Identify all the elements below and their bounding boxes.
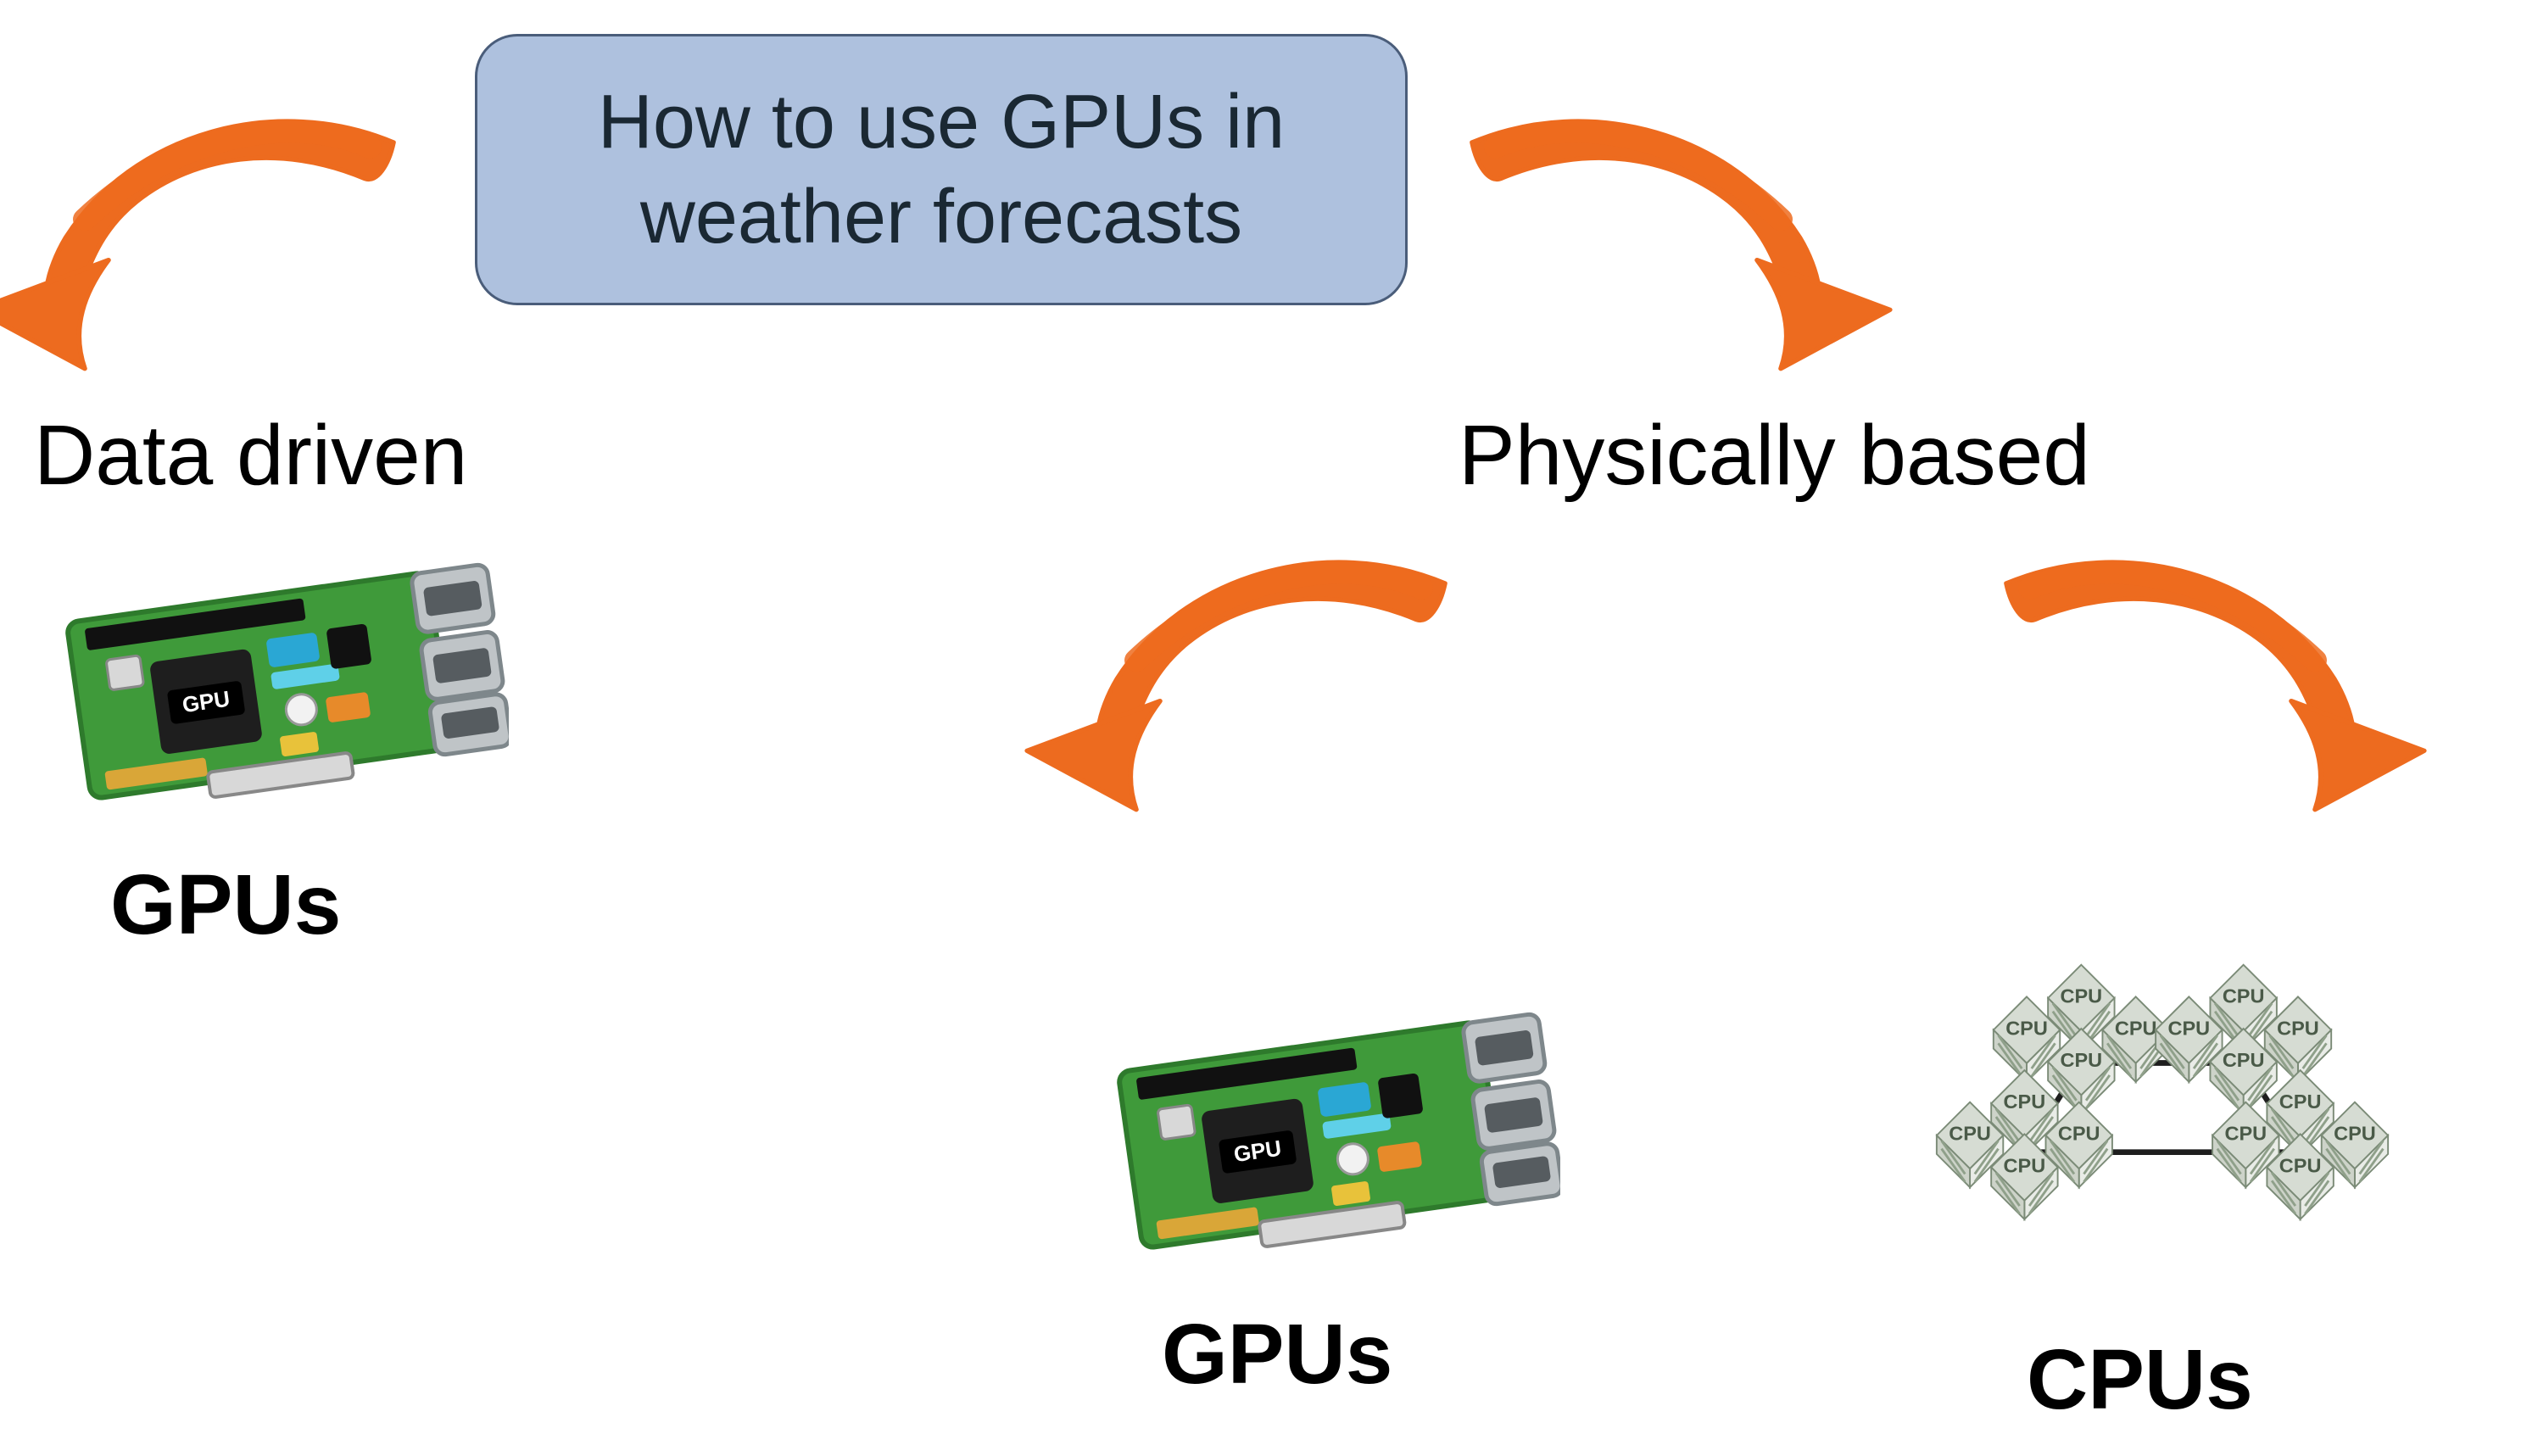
svg-text:CPU: CPU [2223, 1049, 2265, 1071]
svg-text:CPU: CPU [2334, 1123, 2376, 1145]
svg-text:CPU: CPU [2168, 1017, 2211, 1039]
svg-text:CPU: CPU [2115, 1017, 2157, 1039]
label-physically-based: Physically based [1459, 407, 2090, 505]
label-data-driven: Data driven [34, 407, 467, 505]
diagram-canvas: How to use GPUs in weather forecasts Dat… [0, 0, 2538, 1456]
svg-text:CPU: CPU [2061, 1049, 2103, 1071]
arrow-top-right [1425, 102, 1899, 373]
label-gpus-mid: GPUs [1162, 1306, 1392, 1403]
svg-text:CPU: CPU [2005, 1017, 2048, 1039]
title-text: How to use GPUs in weather forecasts [598, 75, 1285, 265]
arrow-mid-right [1959, 543, 2434, 814]
label-cpus: CPUs [2027, 1331, 2253, 1429]
svg-text:CPU: CPU [2004, 1091, 2046, 1113]
svg-text:CPU: CPU [2004, 1154, 2046, 1176]
arrow-top-left [0, 102, 441, 373]
cpu-cluster-icon: CPU CPU CPU [1891, 941, 2434, 1314]
svg-text:CPU: CPU [2061, 985, 2103, 1007]
svg-text:CPU: CPU [1949, 1123, 1991, 1145]
svg-text:CPU: CPU [2279, 1154, 2322, 1176]
label-gpus-left: GPUs [110, 856, 341, 954]
svg-text:CPU: CPU [2224, 1123, 2267, 1145]
svg-text:CPU: CPU [2058, 1123, 2100, 1145]
title-box: How to use GPUs in weather forecasts [475, 34, 1408, 305]
svg-text:CPU: CPU [2279, 1091, 2322, 1113]
svg-text:CPU: CPU [2277, 1017, 2319, 1039]
gpu-board-icon-mid: GPU [1102, 975, 1560, 1280]
svg-text:CPU: CPU [2223, 985, 2265, 1007]
gpu-board-icon-left: GPU [51, 526, 509, 831]
arrow-mid-left [1018, 543, 1492, 814]
